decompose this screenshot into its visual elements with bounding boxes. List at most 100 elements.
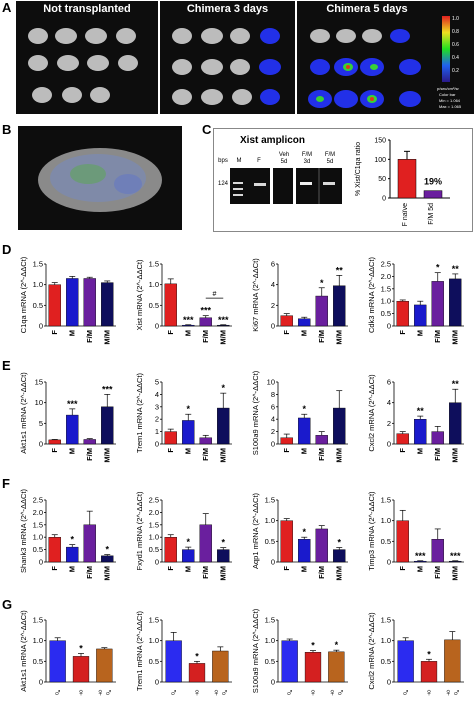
colorbar-info1: Color bar: [439, 92, 456, 97]
y-tick-label: 0: [387, 440, 391, 449]
bar: [280, 437, 293, 445]
y-tick-label: 4: [271, 280, 275, 289]
bar: [66, 278, 79, 327]
y-tick-label: 0: [271, 558, 275, 567]
colorbar-tick-mid2: 0.6: [452, 42, 459, 48]
x-category-label: F: [50, 566, 59, 571]
significance-star: ***: [183, 315, 194, 325]
bar: [199, 317, 212, 327]
y-axis-label: S100a9 mRNA (2^-ΔΔCt): [251, 608, 260, 693]
x-category-label: ♀♂: [96, 687, 113, 699]
y-tick-label: 1: [155, 427, 159, 436]
c-tick-label: 0: [382, 196, 386, 203]
c-tick-label: 100: [374, 157, 386, 164]
x-category-label: F: [282, 448, 291, 453]
colorbar-unit: p/sec/cm²/sr: [437, 86, 459, 91]
panel-letter-b: B: [2, 122, 12, 137]
bar: [101, 406, 114, 445]
bar: [182, 420, 195, 445]
bar: [396, 301, 409, 327]
bar: [298, 318, 311, 327]
x-category-label: M: [299, 566, 308, 572]
y-tick-label: 0: [155, 440, 159, 449]
panel-a-header-3: Chimera 5 days: [326, 3, 408, 15]
bar: [431, 431, 444, 445]
x-category-label: F/M: [433, 330, 442, 343]
y-tick-label: 0: [39, 558, 43, 567]
x-category-label: F: [398, 330, 407, 335]
y-tick-label: 4: [155, 390, 159, 399]
x-category-label: M: [183, 330, 192, 336]
x-category-label: M: [415, 448, 424, 454]
significance-star: ***: [67, 399, 78, 409]
significance-star: **: [452, 264, 460, 274]
y-tick-label: 0: [271, 440, 275, 449]
y-tick-label: 2.0: [149, 508, 159, 517]
x-category-label: M/M: [450, 566, 459, 581]
y-tick-label: 2: [387, 419, 391, 428]
x-category-label: M: [183, 566, 192, 572]
chart-e-3: S100a9 mRNA (2^-ΔΔCt) 0 2 4 6 8 10 F * M F/M M/M: [251, 370, 348, 463]
x-category-label: F/M: [433, 566, 442, 579]
x-category-label: M: [67, 566, 76, 572]
significance-star: ***: [415, 551, 426, 561]
colorbar-tick-top: 1.0: [452, 16, 459, 22]
x-category-label: M: [415, 330, 424, 336]
bar: [83, 524, 96, 563]
chart-f-3: Aqp1 mRNA (2^-ΔΔCt) 0 0.5 1.0 1.5 F * M F/M * M/M: [251, 492, 348, 581]
y-tick-label: 0.5: [381, 657, 391, 666]
y-tick-label: 1.5: [265, 496, 275, 505]
panel-letter-c: C: [202, 122, 212, 137]
y-tick-label: 0: [271, 678, 275, 687]
panel-letter-e: E: [2, 358, 11, 373]
x-category-label: M/M: [102, 330, 111, 345]
bar: [217, 407, 230, 445]
y-tick-label: 4: [271, 415, 275, 424]
gel-bp-label: 124: [218, 181, 229, 187]
c-pct-label: 19%: [424, 177, 442, 187]
chart-f-2: Fxyd1 mRNA (2^-ΔΔCt) 0 0.5 1.0 1.5 2.0 2.5 F * M F…: [135, 491, 232, 581]
y-tick-label: 1.5: [33, 616, 43, 625]
panel-a-header-2: Chimera 3 days: [186, 3, 269, 15]
bar: [328, 651, 345, 683]
x-category-label: ♀: [77, 687, 85, 699]
y-tick-label: 0: [387, 322, 391, 331]
colorbar-tick-mid3: 0.4: [452, 55, 459, 61]
y-tick-label: 0: [39, 322, 43, 331]
bar: [66, 546, 79, 563]
bar: [49, 640, 66, 683]
bar: [315, 435, 328, 445]
chart-g-4: Cxcl2 mRNA (2^-ΔΔCt) 0 0.5 1.0 1.5 ♂ * ♀ ♀♂: [367, 612, 464, 699]
y-axis-label: C1qa mRNA (2^-ΔΔCt): [19, 256, 28, 333]
bar: [333, 407, 346, 445]
panel-b-brain-render: [38, 148, 162, 212]
x-category-label: M/M: [102, 448, 111, 463]
y-tick-label: 0: [155, 322, 159, 331]
y-tick-label: 0: [39, 678, 43, 687]
x-category-label: ♂: [170, 687, 178, 699]
colorbar-info2: Min = 1.064: [439, 98, 461, 103]
x-category-label: F/M: [317, 330, 326, 343]
bar: [48, 284, 61, 327]
x-category-label: ♂: [54, 687, 62, 699]
x-category-label: F: [50, 330, 59, 335]
x-category-label: M/M: [450, 448, 459, 463]
y-axis-label: Cxcl2 mRNA (2^-ΔΔCt): [367, 374, 376, 452]
y-tick-label: 1.0: [381, 636, 391, 645]
bar: [414, 560, 427, 563]
chart-d-2: Xist mRNA (2^-ΔΔCt) 0 0.5 1.0 1.5 F *** M *** F/M…: [135, 259, 232, 345]
bar: [449, 402, 462, 445]
significance-star: *: [221, 538, 225, 548]
x-category-label: M: [67, 330, 76, 336]
bar: [188, 663, 206, 683]
significance-star: *: [70, 535, 74, 545]
significance-star: **: [417, 406, 425, 416]
colorbar-tick-mid4: 0.2: [452, 68, 459, 74]
lane-label-veh: Veh 5d: [278, 152, 290, 165]
y-axis-label: Shank3 mRNA (2^-ΔΔCt): [19, 489, 28, 573]
y-axis-label: Timp3 mRNA (2^-ΔΔCt): [367, 491, 376, 571]
x-category-label: M/M: [334, 566, 343, 581]
x-category-label: F: [282, 330, 291, 335]
x-category-label: ♀: [193, 687, 201, 699]
